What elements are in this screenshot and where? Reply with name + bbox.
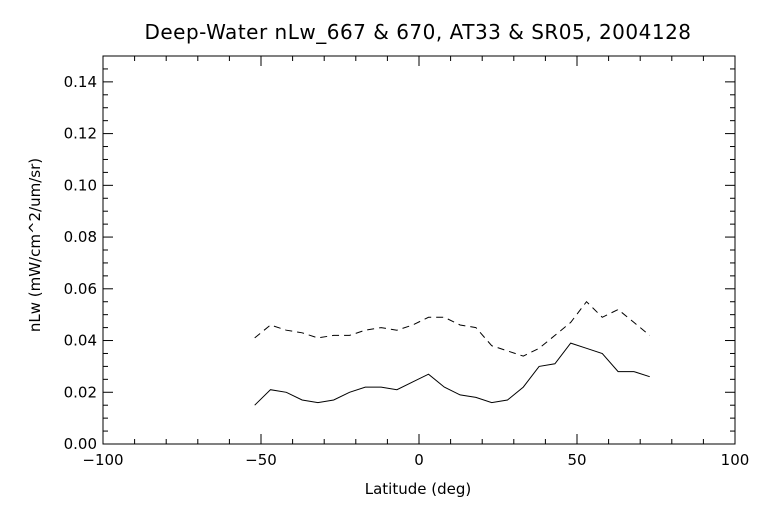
x-tick-label: 50 <box>567 451 586 469</box>
x-axis-label: Latitude (deg) <box>365 480 471 498</box>
x-tick-label: −100 <box>82 451 123 469</box>
plot-frame <box>102 55 736 445</box>
plot-area: −100 −50 0 50 100 0.00 0.02 0.04 0.06 0.08 0.10 0.1… <box>64 55 750 469</box>
series-line-solid <box>254 342 650 406</box>
y-tick-label: 0.06 <box>64 280 97 298</box>
x-tick-label: −50 <box>245 451 277 469</box>
y-tick-label: 0.14 <box>64 73 97 91</box>
series-line-dashed <box>254 300 651 357</box>
y-tick-label: 0.02 <box>64 383 97 401</box>
y-axis-label: nLw (mW/cm^2/um/sr) <box>26 158 44 332</box>
x-tick-label: 0 <box>414 451 424 469</box>
y-tick-label: 0.00 <box>64 435 97 453</box>
y-tick-label: 0.08 <box>64 228 97 246</box>
y-tick-label: 0.04 <box>64 332 97 350</box>
chart-title: Deep-Water nLw_667 & 670, AT33 & SR05, 2… <box>144 20 691 44</box>
x-tick-label: 100 <box>721 451 750 469</box>
y-tick-label: 0.10 <box>64 176 97 194</box>
y-tick-label: 0.12 <box>64 125 97 143</box>
